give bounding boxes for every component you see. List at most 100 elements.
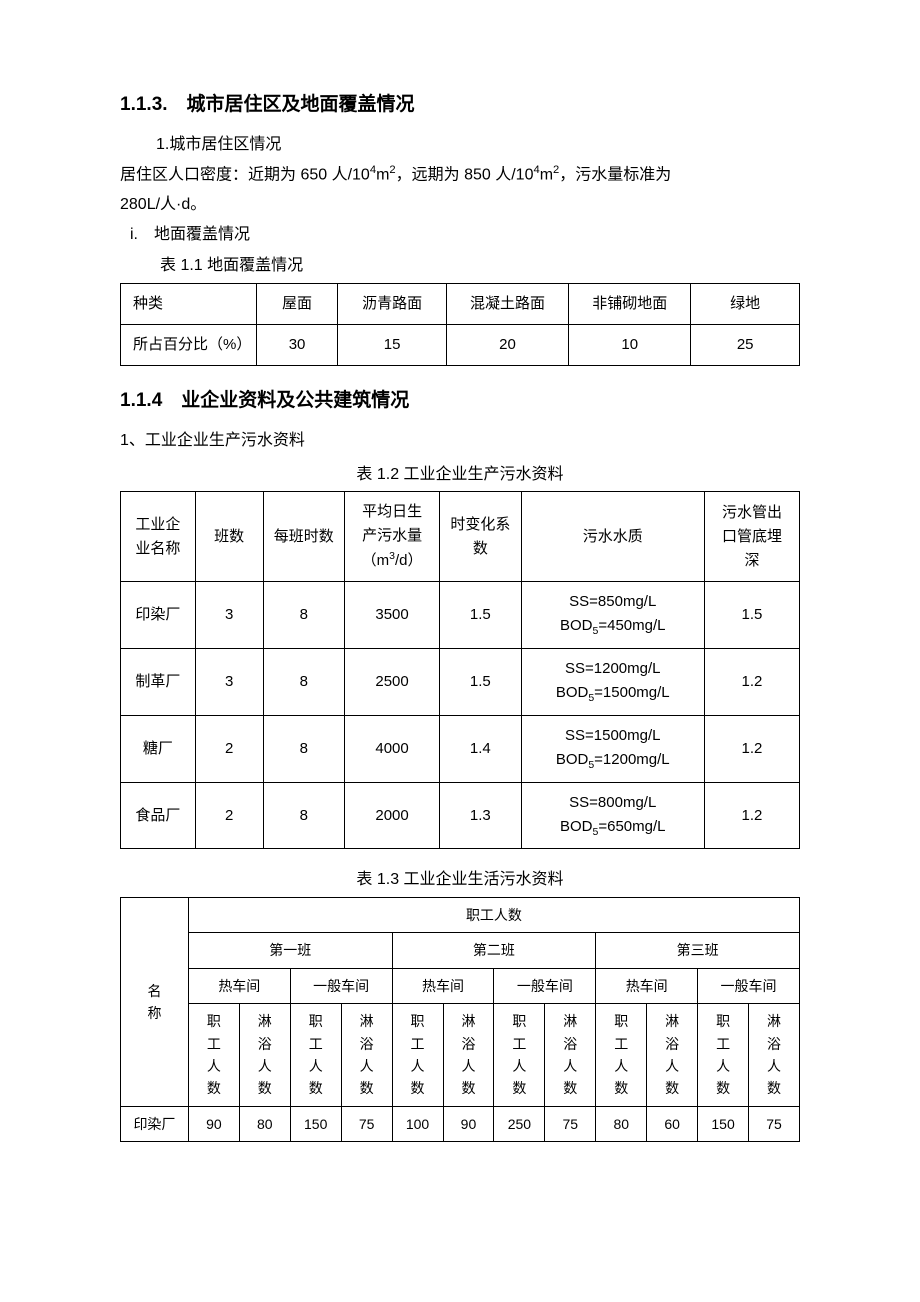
cell: 印染厂 [121, 582, 196, 649]
cell: 75 [545, 1106, 596, 1141]
text: 口管底埋 [722, 528, 782, 545]
table-row: 糖厂2840001.4SS=1500mg/LBOD5=1200mg/L1.2 [121, 715, 800, 782]
table-1-1: 种类 屋面 沥青路面 混凝土路面 非铺砌地面 绿地 所占百分比（%） 30 15… [120, 283, 800, 366]
cell: 淋浴人数 [749, 1004, 800, 1107]
cell: 20 [446, 324, 568, 365]
cell: 一般车间 [698, 968, 800, 1003]
table-row: 制革厂3825001.5SS=1200mg/LBOD5=1500mg/L1.2 [121, 649, 800, 716]
cell: 职工人数 [188, 1004, 239, 1107]
table-row: 名称 职工人数 [121, 898, 800, 933]
cell: 2 [195, 782, 263, 849]
cell: 1.5 [440, 649, 521, 716]
cell: 制革厂 [121, 649, 196, 716]
cell: 25 [691, 324, 800, 365]
table-row: 热车间 一般车间 热车间 一般车间 热车间 一般车间 [121, 968, 800, 1003]
cell: 淋浴人数 [647, 1004, 698, 1107]
cell: 污水管出口管底埋深 [704, 492, 799, 582]
table-row: 职工人数淋浴人数职工人数淋浴人数职工人数淋浴人数职工人数淋浴人数职工人数淋浴人数… [121, 1004, 800, 1107]
text: 居住区人口密度：近期为 650 人/10 [120, 166, 370, 183]
table-row: 第一班 第二班 第三班 [121, 933, 800, 968]
cell: 15 [338, 324, 447, 365]
table-row: 种类 屋面 沥青路面 混凝土路面 非铺砌地面 绿地 [121, 283, 800, 324]
cell: 1.5 [704, 582, 799, 649]
cell: 热车间 [188, 968, 290, 1003]
table-row: 印染厂9080150751009025075806015075 [121, 1106, 800, 1141]
density-line-2: 280L/人·d。 [120, 192, 800, 218]
cell: 1.3 [440, 782, 521, 849]
table-1-1-caption: 表 1.1 地面覆盖情况 [120, 253, 800, 279]
cell: 职工人数 [494, 1004, 545, 1107]
text: 称 [147, 1005, 161, 1021]
cell: 职工人数 [290, 1004, 341, 1107]
cell: 1.2 [704, 649, 799, 716]
cell: 所占百分比（%） [121, 324, 257, 365]
table-row: 食品厂2820001.3SS=800mg/LBOD5=650mg/L1.2 [121, 782, 800, 849]
cell: 淋浴人数 [239, 1004, 290, 1107]
subitem-1: 1.城市居住区情况 [120, 132, 800, 158]
cell: 80 [596, 1106, 647, 1141]
cell: 糖厂 [121, 715, 196, 782]
table-row: 印染厂3835001.5SS=850mg/LBOD5=450mg/L1.5 [121, 582, 800, 649]
cell: 80 [239, 1106, 290, 1141]
cell: 60 [647, 1106, 698, 1141]
cell: 职工人数 [698, 1004, 749, 1107]
cell: 2000 [345, 782, 440, 849]
cell: 热车间 [392, 968, 494, 1003]
text: ，远期为 850 人/10 [396, 166, 534, 183]
cell: 污水水质 [521, 492, 704, 582]
text: 业名称 [135, 540, 180, 557]
cell: 非铺砌地面 [569, 283, 691, 324]
cell: 8 [263, 649, 344, 716]
text: 名 [147, 983, 161, 999]
heading-1-1-4: 1.1.4 业企业资料及公共建筑情况 [120, 386, 800, 416]
cell: 淋浴人数 [545, 1004, 596, 1107]
cell: 屋面 [256, 283, 337, 324]
cell: 第一班 [188, 933, 392, 968]
cell: 250 [494, 1106, 545, 1141]
text: 数 [473, 540, 488, 557]
cell: 职工人数 [392, 1004, 443, 1107]
table-1-3-caption: 表 1.3 工业企业生活污水资料 [120, 867, 800, 893]
cell: 热车间 [596, 968, 698, 1003]
cell: 1.5 [440, 582, 521, 649]
cell: 食品厂 [121, 782, 196, 849]
table-header-row: 工业企业名称 班数 每班时数 平均日生产污水量（m3/d） 时变化系数 污水水质… [121, 492, 800, 582]
cell: 时变化系数 [440, 492, 521, 582]
cell: 沥青路面 [338, 283, 447, 324]
cell: 职工人数 [188, 898, 799, 933]
cell: 75 [341, 1106, 392, 1141]
cell: 平均日生产污水量（m3/d） [345, 492, 440, 582]
table-1-2-caption: 表 1.2 工业企业生产污水资料 [120, 462, 800, 488]
cell: 150 [698, 1106, 749, 1141]
cell: 150 [290, 1106, 341, 1141]
cell: 第二班 [392, 933, 596, 968]
cell: 种类 [121, 283, 257, 324]
cell: 4000 [345, 715, 440, 782]
cell: 淋浴人数 [341, 1004, 392, 1107]
cell: 2 [195, 715, 263, 782]
cell: 1.4 [440, 715, 521, 782]
cell: 2500 [345, 649, 440, 716]
text: /d） [395, 552, 423, 569]
cell: 一般车间 [290, 968, 392, 1003]
text: 深 [744, 552, 759, 569]
cell: 绿地 [691, 283, 800, 324]
cell: 淋浴人数 [443, 1004, 494, 1107]
cell: 3 [195, 582, 263, 649]
cell: 3 [195, 649, 263, 716]
text: m [540, 166, 553, 183]
cell: 8 [263, 782, 344, 849]
cell: 混凝土路面 [446, 283, 568, 324]
cell: 3500 [345, 582, 440, 649]
cell: 90 [188, 1106, 239, 1141]
text: m [376, 166, 389, 183]
cell: 8 [263, 715, 344, 782]
heading-1-1-3: 1.1.3. 城市居住区及地面覆盖情况 [120, 90, 800, 120]
text: （m [362, 552, 390, 569]
cell: 10 [569, 324, 691, 365]
cell: SS=850mg/LBOD5=450mg/L [521, 582, 704, 649]
cell: 职工人数 [596, 1004, 647, 1107]
density-line-1: 居住区人口密度：近期为 650 人/104m2，远期为 850 人/104m2，… [120, 162, 800, 188]
text: 时变化系 [450, 516, 510, 533]
cell: 100 [392, 1106, 443, 1141]
